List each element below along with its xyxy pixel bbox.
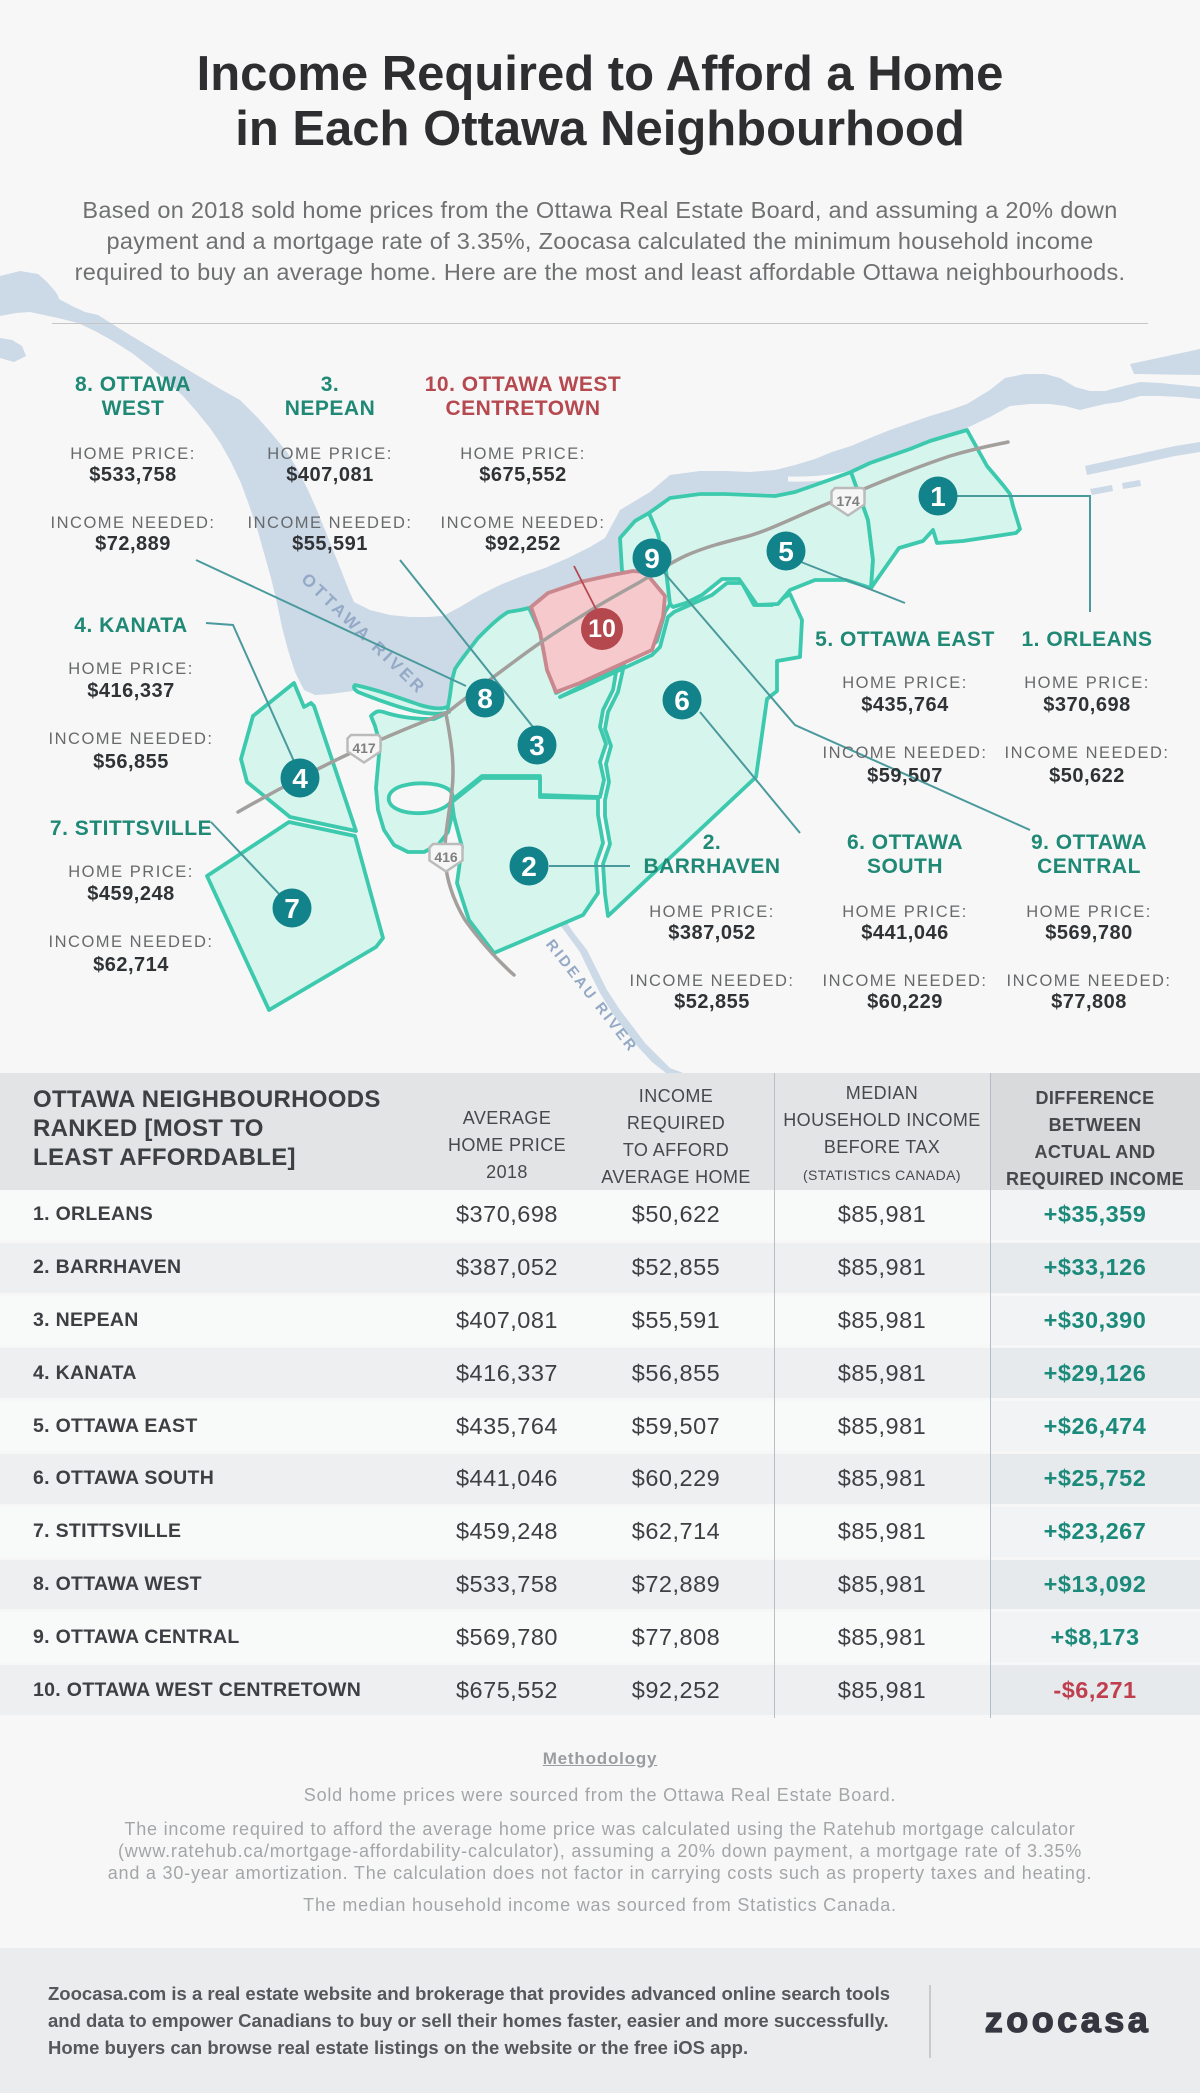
svg-text:7: 7	[284, 893, 300, 924]
svg-text:8: 8	[477, 683, 493, 714]
svg-text:9: 9	[644, 543, 660, 574]
svg-text:6: 6	[674, 685, 690, 716]
svg-text:417: 417	[352, 740, 376, 756]
svg-text:416: 416	[434, 849, 458, 865]
svg-text:174: 174	[836, 493, 860, 509]
svg-text:2: 2	[521, 851, 537, 882]
svg-text:1: 1	[930, 481, 946, 512]
svg-text:10: 10	[588, 615, 616, 643]
svg-text:3: 3	[529, 730, 545, 761]
svg-text:4: 4	[292, 763, 308, 794]
svg-text:5: 5	[778, 536, 794, 567]
